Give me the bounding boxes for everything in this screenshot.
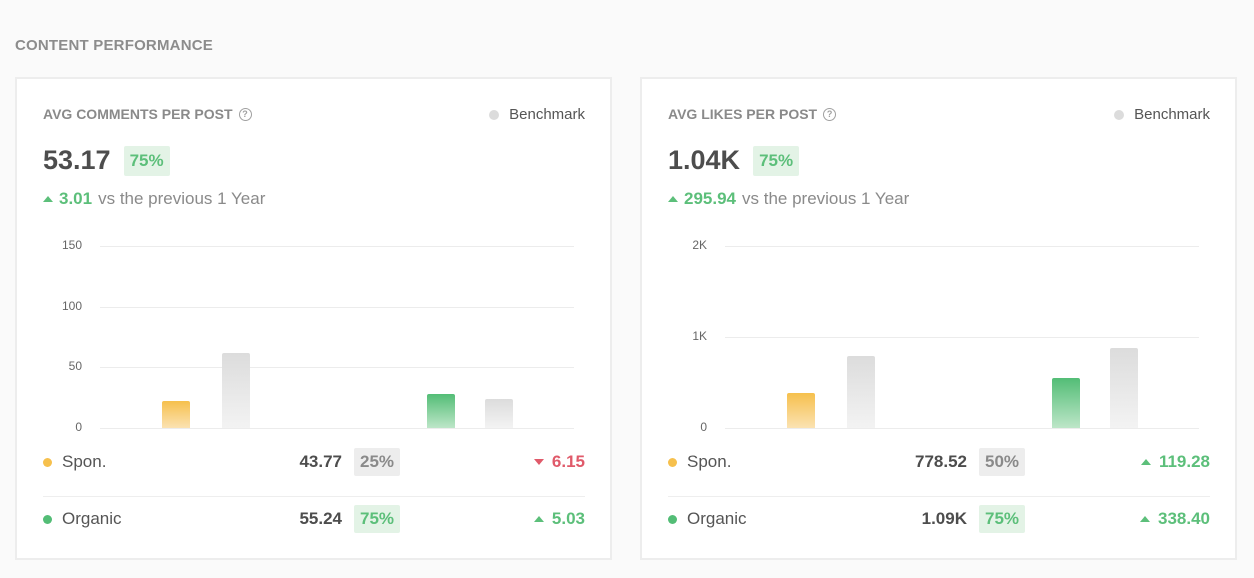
grid-line	[100, 428, 574, 429]
bar-benchmark[interactable]	[485, 398, 513, 428]
y-tick-label: 0	[700, 420, 707, 434]
row-delta-value: 6.15	[551, 452, 585, 471]
series-dot-icon	[43, 514, 52, 524]
row-percentile-badge: 50%	[979, 448, 1026, 476]
y-tick-label: 0	[75, 420, 82, 434]
help-icon[interactable]: ?	[823, 107, 837, 121]
bar-benchmark[interactable]	[222, 352, 250, 428]
row-label: Organic	[62, 509, 122, 528]
row-delta: 5.03	[533, 509, 585, 529]
y-tick-label: 100	[61, 298, 82, 313]
row-value: 43.77	[299, 452, 342, 471]
metric-summary: 53.17 75%	[43, 145, 170, 176]
period-delta: 295.94 vs the previous 1 Year	[668, 189, 909, 209]
breakdown-row-spon: Spon. 778.52 50% 119.28	[668, 442, 1210, 497]
row-value: 778.52	[915, 452, 967, 471]
breakdown-row-organic: Organic 55.24 75% 5.03	[43, 499, 585, 539]
delta-text: vs the previous 1 Year	[742, 189, 910, 208]
percentile-badge: 75%	[123, 145, 170, 176]
benchmark-legend: Benchmark	[1114, 106, 1210, 123]
benchmark-legend-dot-icon	[1114, 109, 1125, 120]
card-title: AVG LIKES PER POST ?	[668, 106, 837, 122]
triangle-up-icon	[1140, 516, 1150, 522]
comments-card: AVG COMMENTS PER POST ? Benchmark 53.17 …	[15, 77, 612, 560]
row-delta-value: 119.28	[1158, 452, 1210, 471]
metric-value: 53.17	[43, 145, 111, 175]
row-label: Spon.	[687, 452, 732, 471]
row-percentile-badge: 75%	[354, 505, 401, 533]
row-value: 1.09K	[921, 509, 967, 528]
triangle-down-icon	[533, 459, 544, 465]
bar-organic[interactable]	[427, 394, 455, 428]
row-label: Spon.	[62, 452, 107, 471]
row-delta: 338.40	[1140, 509, 1210, 529]
row-value: 55.24	[299, 509, 342, 528]
y-tick-label: 1K	[692, 329, 707, 343]
row-label: Organic	[687, 509, 747, 528]
bar-organic[interactable]	[1052, 377, 1080, 428]
card-title-text: AVG LIKES PER POST	[668, 106, 818, 122]
row-delta: 6.15	[533, 452, 585, 472]
triangle-up-icon	[43, 196, 53, 202]
row-percentile-badge: 25%	[354, 448, 401, 476]
metric-value: 1.04K	[668, 145, 741, 175]
period-delta: 3.01 vs the previous 1 Year	[43, 189, 265, 209]
card-title: AVG COMMENTS PER POST ?	[43, 106, 252, 122]
card-title-text: AVG COMMENTS PER POST	[43, 106, 233, 122]
bar-chart: 2K 1K 0	[642, 229, 1239, 439]
bar-chart: 150 100 50 0	[17, 229, 614, 439]
row-delta: 119.28	[1140, 452, 1210, 472]
benchmark-legend-label: Benchmark	[509, 106, 585, 123]
y-tick-label: 150	[61, 238, 82, 252]
grid-line	[725, 428, 1199, 429]
delta-text: vs the previous 1 Year	[98, 189, 266, 208]
triangle-up-icon	[668, 196, 678, 202]
bar-benchmark[interactable]	[847, 356, 875, 428]
row-percentile-badge: 75%	[979, 505, 1026, 533]
benchmark-legend-label: Benchmark	[1134, 106, 1210, 123]
bar-benchmark[interactable]	[1110, 347, 1138, 428]
breakdown-row-organic: Organic 1.09K 75% 338.40	[668, 499, 1210, 539]
percentile-badge: 75%	[753, 145, 800, 176]
triangle-up-icon	[1140, 459, 1151, 465]
benchmark-legend: Benchmark	[489, 106, 585, 123]
series-dot-icon	[43, 457, 52, 467]
series-dot-icon	[668, 457, 677, 467]
section-title: CONTENT PERFORMANCE	[15, 37, 213, 54]
grid-line	[725, 246, 1199, 247]
metric-summary: 1.04K 75%	[668, 145, 800, 176]
breakdown-row-spon: Spon. 43.77 25% 6.15	[43, 442, 585, 497]
grid-line	[100, 306, 574, 308]
row-delta-value: 5.03	[551, 509, 585, 528]
series-dot-icon	[668, 514, 677, 524]
grid-line	[725, 337, 1199, 338]
likes-card: AVG LIKES PER POST ? Benchmark 1.04K 75%…	[640, 77, 1237, 560]
row-delta-value: 338.40	[1158, 509, 1210, 528]
delta-value: 3.01	[59, 189, 93, 208]
benchmark-legend-dot-icon	[489, 109, 500, 120]
triangle-up-icon	[533, 516, 544, 522]
y-tick-label: 2K	[692, 238, 707, 252]
bar-spon[interactable]	[162, 401, 190, 428]
grid-line	[100, 246, 574, 247]
grid-line	[100, 367, 574, 369]
delta-value: 295.94	[684, 189, 736, 208]
bar-spon[interactable]	[787, 393, 815, 428]
help-icon[interactable]: ?	[238, 107, 252, 121]
y-tick-label: 50	[68, 359, 82, 374]
